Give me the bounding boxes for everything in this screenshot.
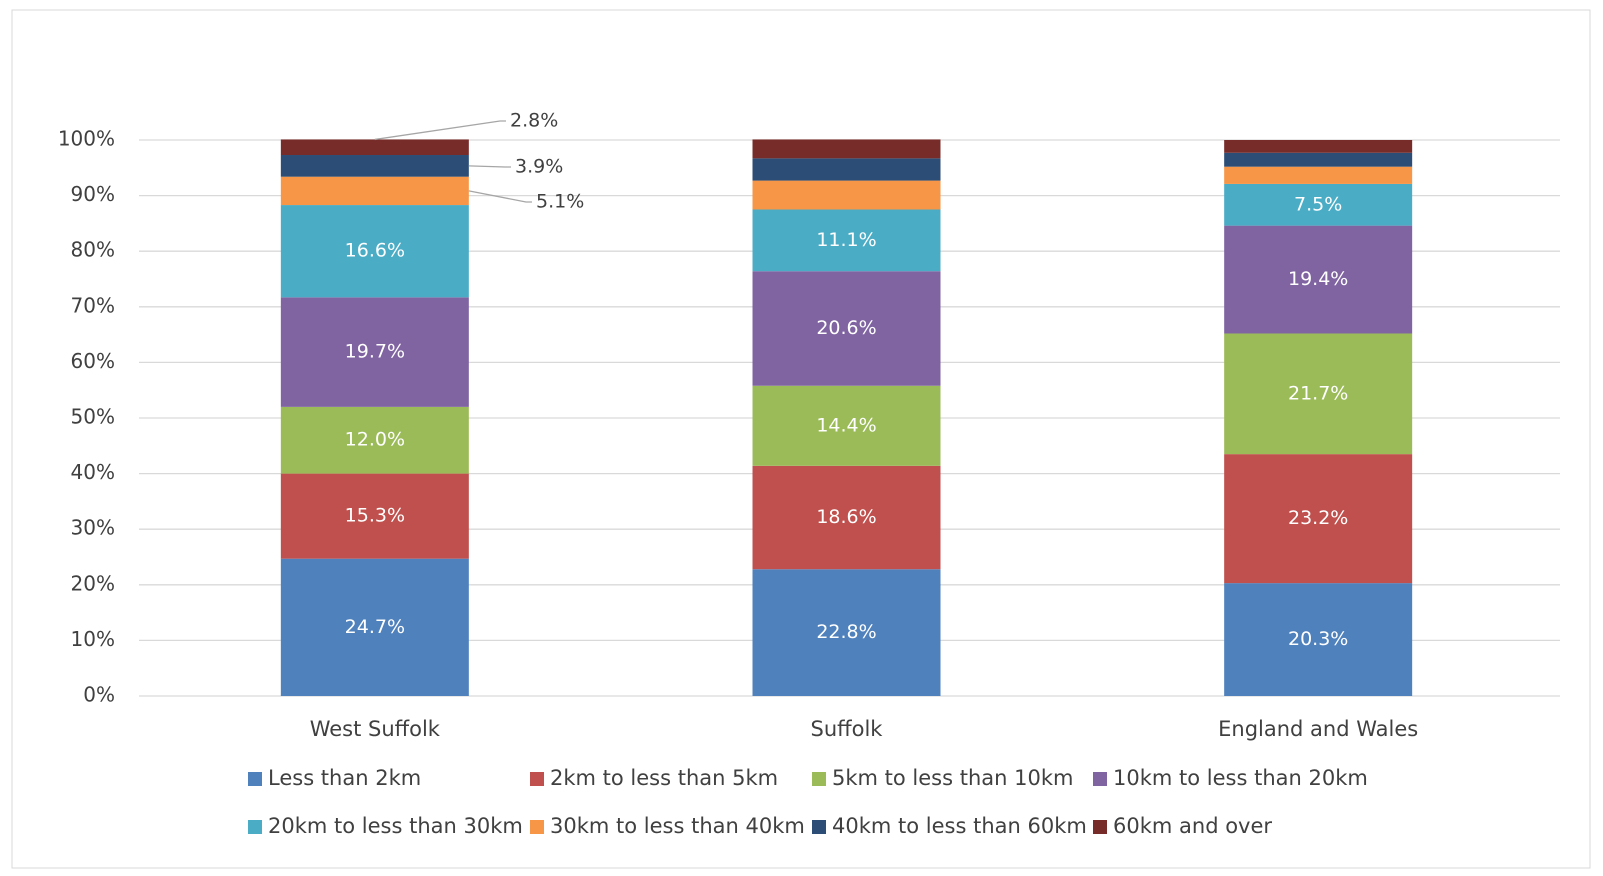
y-tick-label: 10% bbox=[71, 627, 115, 651]
data-label: 20.6% bbox=[816, 317, 876, 339]
legend-swatch bbox=[812, 820, 826, 834]
data-label: 19.4% bbox=[1288, 268, 1348, 290]
legend-label: Less than 2km bbox=[268, 766, 421, 790]
bar-segment bbox=[280, 406, 469, 474]
bar-segment bbox=[752, 271, 941, 386]
bar-segment bbox=[1224, 583, 1413, 696]
bar-segment bbox=[280, 139, 469, 156]
bar-segment bbox=[752, 139, 941, 159]
data-label: 12.0% bbox=[345, 429, 405, 451]
y-tick-label: 40% bbox=[71, 460, 115, 484]
bar-segment bbox=[752, 385, 941, 466]
x-tick-label: Suffolk bbox=[811, 717, 884, 741]
legend-swatch bbox=[248, 772, 262, 786]
bar-segment bbox=[752, 209, 941, 272]
y-tick-label: 90% bbox=[71, 182, 115, 206]
y-tick-label: 100% bbox=[58, 127, 115, 151]
y-tick-label: 30% bbox=[71, 516, 115, 540]
data-label: 14.4% bbox=[816, 414, 876, 436]
bar-segment bbox=[280, 297, 469, 407]
y-tick-label: 60% bbox=[71, 349, 115, 373]
legend-swatch bbox=[530, 772, 544, 786]
data-label: 23.2% bbox=[1288, 507, 1348, 529]
legend-label: 2km to less than 5km bbox=[550, 766, 778, 790]
legend-label: 30km to less than 40km bbox=[550, 814, 805, 838]
data-label: 5.1% bbox=[536, 191, 584, 213]
bar-segment bbox=[1224, 140, 1413, 153]
leader-line bbox=[468, 165, 511, 168]
data-label: 15.3% bbox=[345, 505, 405, 527]
x-tick-label: England and Wales bbox=[1218, 717, 1418, 741]
legend-label: 5km to less than 10km bbox=[832, 766, 1073, 790]
y-tick-label: 80% bbox=[71, 238, 115, 262]
bar-segment bbox=[1224, 166, 1413, 184]
bar-segment bbox=[1224, 333, 1413, 455]
leader-line bbox=[374, 120, 506, 141]
data-label: 19.7% bbox=[345, 341, 405, 363]
legend-swatch bbox=[1093, 820, 1107, 834]
legend-label: 60km and over bbox=[1113, 814, 1272, 838]
bar-segment bbox=[280, 205, 469, 298]
data-label: 20.3% bbox=[1288, 628, 1348, 650]
bar-segment bbox=[752, 465, 941, 570]
bar-segment bbox=[280, 558, 469, 696]
y-tick-label: 0% bbox=[83, 683, 115, 707]
x-tick-label: West Suffolk bbox=[310, 717, 441, 741]
bar-segment bbox=[752, 158, 941, 181]
bar-segment bbox=[752, 569, 941, 696]
data-label: 22.8% bbox=[816, 621, 876, 643]
bar-segment bbox=[1224, 454, 1413, 584]
bar-segment bbox=[280, 176, 469, 206]
data-label: 2.8% bbox=[510, 110, 558, 132]
y-tick-label: 20% bbox=[71, 571, 115, 595]
bar-segment bbox=[280, 155, 469, 177]
legend-label: 40km to less than 60km bbox=[832, 814, 1087, 838]
bar-segment bbox=[1224, 152, 1413, 167]
legend-swatch bbox=[530, 820, 544, 834]
data-label: 3.9% bbox=[515, 156, 563, 178]
bar-segment bbox=[752, 180, 941, 210]
legend-label: 10km to less than 20km bbox=[1113, 766, 1368, 790]
data-label: 7.5% bbox=[1294, 193, 1342, 215]
y-tick-label: 50% bbox=[71, 405, 115, 429]
leader-line bbox=[468, 190, 532, 203]
data-label: 18.6% bbox=[816, 506, 876, 528]
data-label: 24.7% bbox=[345, 616, 405, 638]
legend-swatch bbox=[248, 820, 262, 834]
bar-segment bbox=[280, 473, 469, 559]
data-label: 21.7% bbox=[1288, 382, 1348, 404]
y-tick-label: 70% bbox=[71, 293, 115, 317]
legend-swatch bbox=[812, 772, 826, 786]
data-label: 16.6% bbox=[345, 240, 405, 262]
bar-segment bbox=[1224, 183, 1413, 226]
bar-segment bbox=[1224, 225, 1413, 334]
legend-label: 20km to less than 30km bbox=[268, 814, 523, 838]
data-label: 11.1% bbox=[816, 229, 876, 251]
legend-swatch bbox=[1093, 772, 1107, 786]
